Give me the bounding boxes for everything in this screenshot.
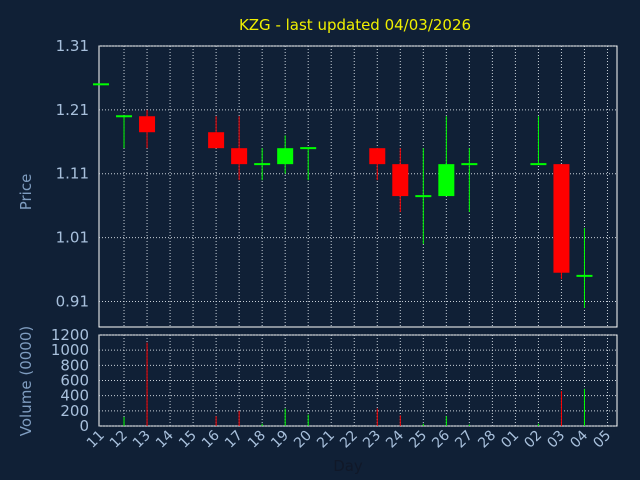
price-panel (98, 45, 618, 328)
candles-layer (93, 83, 593, 308)
x-tick-label: 27 (452, 428, 476, 452)
x-tick-label: 23 (360, 428, 384, 452)
x-tick-label: 02 (521, 428, 545, 452)
price-tick-label: 1.21 (56, 101, 89, 119)
candle-body (208, 132, 225, 149)
x-tick-label: 22 (337, 428, 361, 452)
volume-bars-layer (123, 342, 585, 426)
candle-body (231, 148, 248, 165)
x-tick-label: 18 (245, 428, 269, 452)
volume-tick-label: 800 (60, 356, 89, 374)
volume-tick-label: 1200 (51, 326, 89, 344)
volume-axis-label: Volume (0000) (17, 326, 35, 436)
volume-grid (99, 334, 617, 427)
x-tick-label: 12 (107, 428, 131, 452)
candle-body (369, 148, 386, 165)
candle-body (438, 164, 455, 197)
volume-tick-label: 600 (60, 372, 89, 390)
x-tick-label: 28 (475, 428, 499, 452)
price-tick-label: 1.31 (56, 37, 89, 55)
x-tick-label: 05 (590, 428, 614, 452)
x-tick-label: 14 (153, 427, 177, 451)
volume-tick-label: 200 (60, 402, 89, 420)
x-tick-label: 16 (199, 427, 223, 451)
price-tick-label: 1.11 (56, 165, 89, 183)
x-tick-label: 01 (498, 428, 522, 452)
volume-tick-label: 0 (79, 417, 89, 435)
x-tick-label: 21 (314, 428, 338, 452)
candle-body (277, 148, 294, 165)
x-tick-label: 13 (130, 428, 154, 452)
price-tick-label: 1.01 (56, 229, 89, 247)
x-axis-label: Day (333, 457, 363, 475)
candle-body (139, 116, 156, 133)
x-tick-label: 03 (544, 428, 568, 452)
x-tick-label: 19 (268, 428, 292, 452)
x-tick-label: 15 (176, 428, 200, 452)
volume-tick-label: 400 (60, 387, 89, 405)
price-axis-label: Price (17, 174, 35, 211)
x-tick-label: 04 (567, 427, 591, 451)
candle-body (553, 164, 570, 273)
price-tick-label: 0.91 (56, 292, 89, 310)
price-tick-labels: 0.91 1.01 1.11 1.21 1.31 (56, 37, 89, 310)
x-tick-label: 20 (291, 428, 315, 452)
x-tick-label: 24 (383, 427, 407, 451)
x-tick-label: 26 (429, 427, 453, 451)
volume-tick-label: 1000 (51, 341, 89, 359)
x-tick-label: 17 (222, 428, 246, 452)
candle-body (392, 164, 409, 197)
x-tick-labels: 11 12 13 14 15 16 17 18 19 20 21 22 23 24 25 26 27 28 01 02… (84, 427, 614, 451)
x-tick-label: 25 (406, 428, 430, 452)
chart-title: KZG - last updated 04/03/2026 (239, 16, 471, 34)
